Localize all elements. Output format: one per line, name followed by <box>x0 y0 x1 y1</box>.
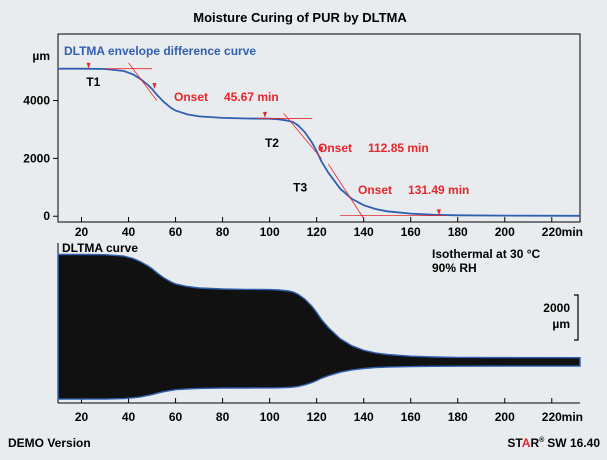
brand-registered: ® <box>539 436 545 444</box>
bottom-x-tick-label: 40 <box>122 410 136 424</box>
bottom-x-tick-label: 220 <box>542 410 562 424</box>
bottom-x-tick-label: 200 <box>495 410 515 424</box>
top-y-unit: µm <box>32 49 50 63</box>
top-y-tick-label: 2000 <box>23 151 50 165</box>
bottom-x-tick-label: 140 <box>354 410 374 424</box>
bottom-x-tick-label: 80 <box>216 410 230 424</box>
segment-marker <box>152 82 157 89</box>
demo-version-label: DEMO Version <box>8 436 91 450</box>
segment-marker <box>436 209 441 216</box>
top-x-tick-label: 100 <box>260 225 280 239</box>
bottom-x-unit: min <box>562 410 583 424</box>
onset-label: Onset <box>174 90 208 104</box>
top-x-tick-label: 140 <box>354 225 374 239</box>
bottom-x-tick-label: 120 <box>307 410 327 424</box>
envelope-difference-series <box>58 67 581 217</box>
top-x-tick-label: 220 <box>542 225 562 239</box>
top-x-tick-label: 160 <box>401 225 421 239</box>
onset-value: 131.49 min <box>408 183 469 197</box>
top-x-tick-label: 180 <box>448 225 468 239</box>
segment-marker <box>86 62 91 69</box>
onset-tangent-line <box>128 62 158 101</box>
segment-label: T2 <box>265 136 279 150</box>
onset-label: Onset <box>318 141 352 155</box>
brand-st: ST <box>507 436 523 450</box>
software-version-label: STAR® SW 16.40 <box>507 436 600 450</box>
top-x-tick-label: 60 <box>169 225 183 239</box>
top-x-unit: min <box>562 225 583 239</box>
top-x-tick-label: 80 <box>216 225 230 239</box>
segment-label: T3 <box>293 181 307 195</box>
bottom-x-tick-label: 60 <box>169 410 183 424</box>
brand-a: A <box>522 436 531 450</box>
scalebar-unit: µm <box>552 317 570 331</box>
condition-note: 90% RH <box>432 261 477 275</box>
dltma-oscillation-band <box>57 253 581 400</box>
brand-r: R <box>530 436 539 450</box>
top-legend: DLTMA envelope difference curve <box>64 44 256 58</box>
software-version: SW 16.40 <box>547 436 600 450</box>
top-x-tick-label: 20 <box>75 225 89 239</box>
bottom-x-tick-label: 160 <box>401 410 421 424</box>
onset-value: 112.85 min <box>368 141 429 155</box>
dltma-curve-plot: 20 40 60 80 100 120 140 160 180 200 220 min DLTMA cu… <box>57 241 583 424</box>
top-y-tick-label: 0 <box>43 209 50 223</box>
chart-title: Moisture Curing of PUR by DLTMA <box>193 10 407 25</box>
bottom-x-tick-label: 100 <box>260 410 280 424</box>
scalebar-bracket <box>574 294 579 341</box>
segment-label: T1 <box>86 75 100 89</box>
top-x-tick-label: 120 <box>307 225 327 239</box>
top-plot-frame <box>57 33 581 223</box>
envelope-difference-plot: 20 40 60 80 100 120 140 160 180 200 220 min 0 2000 400… <box>23 33 583 239</box>
bottom-x-tick-label: 180 <box>448 410 468 424</box>
onset-value: 45.67 min <box>224 90 279 104</box>
bottom-x-tick-label: 20 <box>75 410 89 424</box>
condition-note: Isothermal at 30 °C <box>432 247 541 261</box>
segment-marker <box>262 111 267 118</box>
onset-tangent-line <box>283 113 322 159</box>
segment-marker <box>319 146 324 153</box>
top-y-tick-label: 4000 <box>23 94 50 108</box>
top-x-tick-label: 200 <box>495 225 515 239</box>
scalebar-value: 2000 <box>543 301 570 315</box>
top-x-tick-label: 40 <box>122 225 136 239</box>
onset-label: Onset <box>358 183 392 197</box>
onset-tangent-line <box>328 163 365 219</box>
bottom-legend: DLTMA curve <box>62 241 138 255</box>
